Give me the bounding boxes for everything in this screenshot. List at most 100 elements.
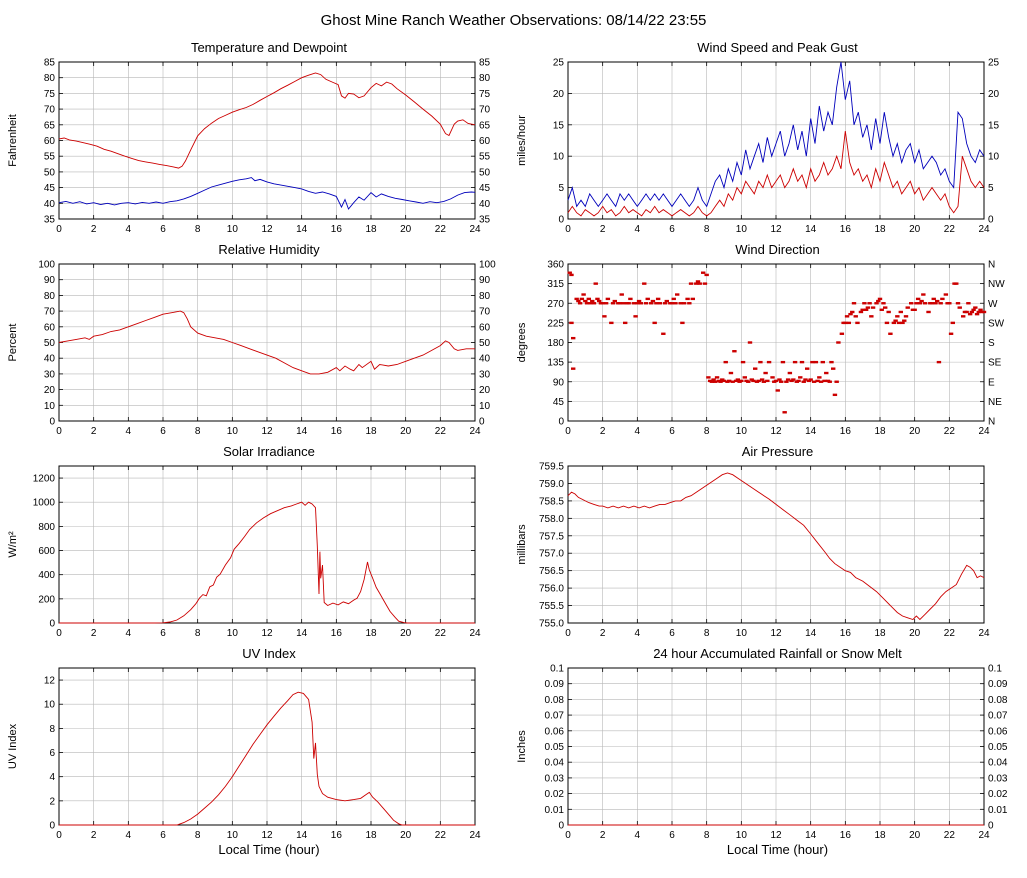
svg-text:755.5: 755.5 — [538, 601, 563, 612]
svg-text:8: 8 — [703, 224, 709, 235]
svg-text:6: 6 — [160, 224, 166, 235]
svg-text:400: 400 — [38, 570, 55, 581]
svg-text:14: 14 — [805, 628, 817, 639]
svg-text:16: 16 — [331, 224, 343, 235]
svg-text:45: 45 — [479, 183, 491, 194]
svg-text:14: 14 — [296, 426, 308, 437]
svg-text:757.0: 757.0 — [538, 549, 563, 560]
svg-text:60: 60 — [479, 136, 491, 147]
svg-text:0: 0 — [558, 215, 564, 226]
svg-text:24: 24 — [469, 628, 481, 639]
svg-text:200: 200 — [38, 594, 55, 605]
svg-text:18: 18 — [874, 426, 886, 437]
svg-text:4: 4 — [634, 224, 640, 235]
svg-text:22: 22 — [943, 830, 955, 841]
svg-text:10: 10 — [735, 426, 747, 437]
svg-text:4: 4 — [634, 426, 640, 437]
svg-text:75: 75 — [479, 89, 491, 100]
svg-text:18: 18 — [365, 628, 377, 639]
svg-text:0: 0 — [49, 417, 55, 428]
svg-text:SE: SE — [988, 358, 1002, 369]
svg-text:0.09: 0.09 — [988, 679, 1008, 690]
wind-direction-chart: Wind Direction 0 2 4 6 8 10 12 14 16 18 20 22 24 0 N 45… — [514, 235, 1022, 437]
svg-text:12: 12 — [44, 676, 56, 687]
svg-text:4: 4 — [49, 772, 55, 783]
svg-text:8: 8 — [49, 724, 55, 735]
svg-text:6: 6 — [160, 426, 166, 437]
svg-text:10: 10 — [227, 224, 239, 235]
chart-title: 24 hour Accumulated Rainfall or Snow Mel… — [653, 646, 902, 661]
svg-text:6: 6 — [160, 830, 166, 841]
svg-text:0: 0 — [565, 224, 571, 235]
svg-text:24: 24 — [469, 224, 481, 235]
svg-text:0: 0 — [56, 830, 62, 841]
chart-title: Wind Direction — [735, 242, 820, 257]
chart-title: Temperature and Dewpoint — [190, 40, 348, 55]
svg-text:degrees: degrees — [516, 322, 528, 362]
svg-text:12: 12 — [770, 628, 782, 639]
rainfall-plot: 0 2 4 6 8 10 12 14 16 18 20 22 240 00.01 0.010.02 0.020… — [516, 664, 1008, 842]
svg-text:40: 40 — [44, 354, 56, 365]
svg-text:65: 65 — [479, 120, 491, 131]
svg-text:50: 50 — [44, 338, 56, 349]
svg-text:S: S — [988, 338, 995, 349]
svg-text:E: E — [988, 377, 995, 388]
svg-text:40: 40 — [44, 199, 56, 210]
svg-text:18: 18 — [365, 224, 377, 235]
solar-irradiance-chart: Solar Irradiance 0 2 4 6 8 10 12 14 16 18 20 22 24 0 2… — [5, 437, 513, 639]
svg-text:35: 35 — [479, 215, 491, 226]
svg-text:12: 12 — [261, 830, 273, 841]
svg-text:0: 0 — [558, 417, 564, 428]
svg-text:16: 16 — [839, 224, 851, 235]
svg-text:22: 22 — [435, 426, 447, 437]
svg-text:757.5: 757.5 — [538, 531, 563, 542]
svg-text:315: 315 — [547, 279, 564, 290]
svg-text:14: 14 — [296, 628, 308, 639]
svg-text:12: 12 — [261, 224, 273, 235]
svg-text:10: 10 — [735, 224, 747, 235]
chart-title: Relative Humidity — [218, 242, 320, 257]
svg-text:18: 18 — [874, 224, 886, 235]
svg-text:90: 90 — [44, 275, 56, 286]
svg-text:0: 0 — [49, 619, 55, 630]
svg-text:0.06: 0.06 — [988, 726, 1008, 737]
svg-text:50: 50 — [479, 338, 491, 349]
svg-text:NW: NW — [988, 279, 1005, 290]
svg-text:85: 85 — [44, 58, 56, 69]
svg-text:75: 75 — [44, 89, 56, 100]
svg-text:759.5: 759.5 — [538, 462, 563, 473]
svg-text:16: 16 — [839, 830, 851, 841]
svg-text:756.5: 756.5 — [538, 566, 563, 577]
svg-text:0.09: 0.09 — [544, 679, 564, 690]
svg-text:2: 2 — [599, 426, 605, 437]
svg-text:24: 24 — [978, 628, 990, 639]
svg-text:20: 20 — [400, 426, 412, 437]
svg-text:22: 22 — [943, 426, 955, 437]
svg-text:12: 12 — [770, 426, 782, 437]
svg-text:22: 22 — [435, 628, 447, 639]
svg-text:40: 40 — [479, 199, 491, 210]
svg-text:20: 20 — [909, 426, 921, 437]
svg-text:15: 15 — [988, 120, 1000, 131]
svg-text:2: 2 — [599, 224, 605, 235]
svg-text:10: 10 — [227, 628, 239, 639]
svg-text:0.01: 0.01 — [988, 805, 1008, 816]
svg-text:10: 10 — [44, 401, 56, 412]
solar-irradiance-plot: 0 2 4 6 8 10 12 14 16 18 20 22 240200400600800100012… — [7, 465, 481, 639]
svg-text:0.03: 0.03 — [544, 773, 564, 784]
svg-text:0.07: 0.07 — [988, 711, 1008, 722]
svg-text:6: 6 — [669, 426, 675, 437]
svg-text:0: 0 — [565, 628, 571, 639]
svg-text:10: 10 — [552, 152, 564, 163]
svg-text:80: 80 — [479, 73, 491, 84]
svg-text:22: 22 — [435, 830, 447, 841]
svg-text:10: 10 — [479, 401, 491, 412]
svg-text:UV Index: UV Index — [7, 723, 19, 769]
svg-text:10: 10 — [988, 152, 1000, 163]
svg-text:2: 2 — [49, 796, 55, 807]
svg-text:1000: 1000 — [33, 498, 56, 509]
svg-text:25: 25 — [988, 58, 1000, 69]
svg-text:8: 8 — [195, 628, 201, 639]
svg-text:30: 30 — [479, 369, 491, 380]
